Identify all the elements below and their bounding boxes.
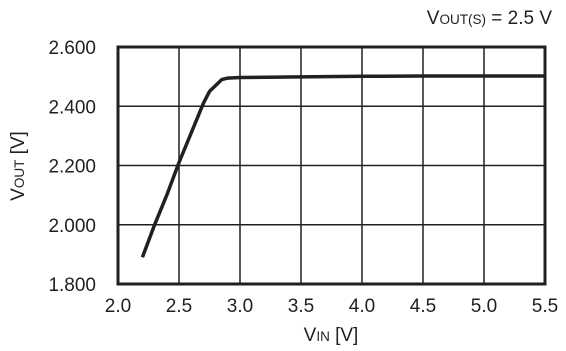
x-axis-label: VIN [V]: [304, 325, 359, 346]
x-tick-label: 4.0: [349, 296, 375, 317]
series-group: [140, 74, 545, 258]
y-tick-labels: 1.800 2.000 2.200 2.400 2.600: [48, 38, 96, 296]
x-axis-label-sub: IN: [316, 329, 330, 344]
x-axis-label-main: V: [304, 325, 317, 346]
annotation-main: V: [427, 8, 440, 29]
grid-lines: [118, 47, 545, 284]
x-tick-labels: 2.0 2.5 3.0 3.5 4.0 4.5 5.0 5.5: [105, 296, 558, 317]
annotation-sub: OUT(S): [439, 12, 486, 27]
y-tick-label: 2.600: [48, 38, 96, 59]
plot-frame: [116, 45, 547, 286]
y-axis-label: VOUT [V]: [8, 131, 29, 201]
y-axis-label-main: V: [8, 188, 29, 201]
annotation: VOUT(S) = 2.5 V: [427, 8, 553, 29]
y-axis-label-rest: [V]: [8, 131, 29, 160]
series-line: [140, 74, 545, 258]
annotation-rest: = 2.5 V: [486, 8, 552, 29]
x-tick-label: 5.0: [471, 296, 497, 317]
x-tick-label: 3.5: [288, 296, 314, 317]
y-tick-label: 2.000: [48, 216, 96, 237]
x-tick-label: 2.0: [105, 296, 131, 317]
x-axis-label-rest: [V]: [330, 325, 359, 346]
y-tick-label: 1.800: [48, 275, 96, 296]
y-tick-label: 2.400: [48, 97, 96, 118]
x-tick-label: 5.5: [532, 296, 558, 317]
y-axis-label-sub: OUT: [12, 160, 27, 189]
x-tick-label: 3.0: [227, 296, 253, 317]
x-tick-label: 2.5: [166, 296, 192, 317]
y-tick-label: 2.200: [48, 157, 96, 178]
x-tick-label: 4.5: [410, 296, 436, 317]
